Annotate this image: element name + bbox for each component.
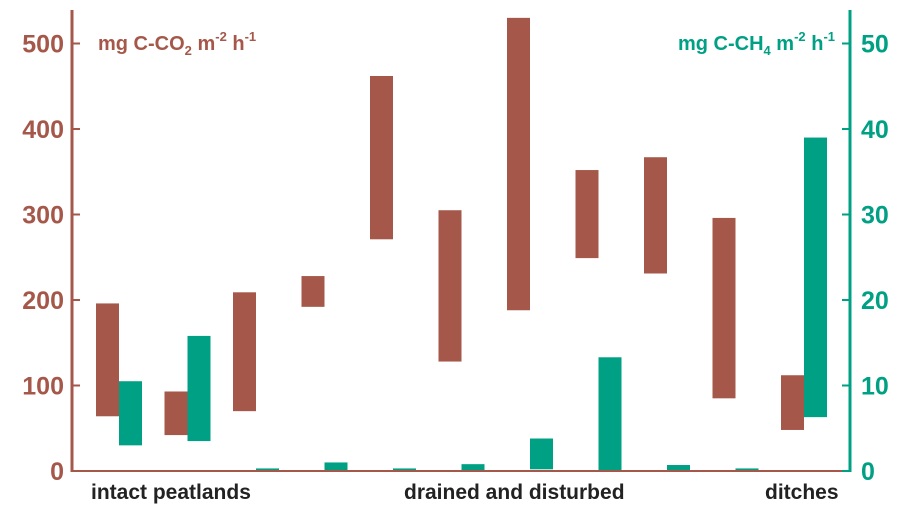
co2-bar	[370, 75, 393, 240]
co2-bar	[575, 170, 599, 259]
ch4-bar	[598, 357, 622, 471]
group-label-ditches: ditches	[765, 481, 839, 504]
co2-bars	[96, 17, 804, 436]
co2-bar	[164, 391, 188, 436]
right-tick-label: 30	[861, 202, 889, 230]
ch4-bar	[667, 465, 690, 471]
left-tick-label: 400	[22, 116, 64, 144]
right-tick-label: 50	[861, 31, 889, 59]
right-tick-label: 0	[861, 458, 875, 486]
co2-bar	[712, 217, 736, 399]
ch4-bar	[187, 335, 211, 442]
right-axis-ticks: 0 10 20 30 40 50	[842, 31, 889, 486]
right-tick-label: 40	[861, 116, 889, 144]
co2-bar	[96, 303, 119, 417]
ch4-bar	[735, 468, 759, 471]
right-axis-unit-label: mg C-CH4 m-2 h-1	[678, 29, 835, 58]
co2-bar	[301, 276, 325, 307]
ch4-bar	[324, 462, 348, 471]
ch4-bar	[530, 438, 553, 470]
ch4-bars	[119, 137, 827, 471]
group-label-drained-and-disturbed: drained and disturbed	[404, 481, 625, 504]
co2-bar	[233, 292, 256, 412]
left-tick-label: 100	[22, 373, 64, 401]
left-axis-unit-label: mg C-CO2 m-2 h-1	[98, 29, 256, 58]
right-tick-label: 20	[861, 287, 889, 315]
ch4-bar	[256, 468, 279, 471]
right-tick-label: 10	[861, 373, 889, 401]
left-tick-label: 200	[22, 287, 64, 315]
group-label-intact-peatlands: intact peatlands	[91, 481, 251, 504]
left-tick-label: 500	[22, 31, 64, 59]
ch4-bar	[461, 464, 485, 471]
left-tick-label: 300	[22, 202, 64, 230]
ch4-bar	[393, 468, 416, 471]
ch4-bar	[804, 137, 827, 418]
co2-bar	[781, 375, 804, 430]
co2-bar	[438, 210, 462, 362]
co2-bar	[507, 17, 530, 311]
ch4-bar	[119, 381, 142, 446]
left-axis-ticks: 0 100 200 300 400 500	[22, 31, 80, 486]
co2-bar	[644, 157, 667, 274]
left-tick-label: 0	[50, 458, 64, 486]
